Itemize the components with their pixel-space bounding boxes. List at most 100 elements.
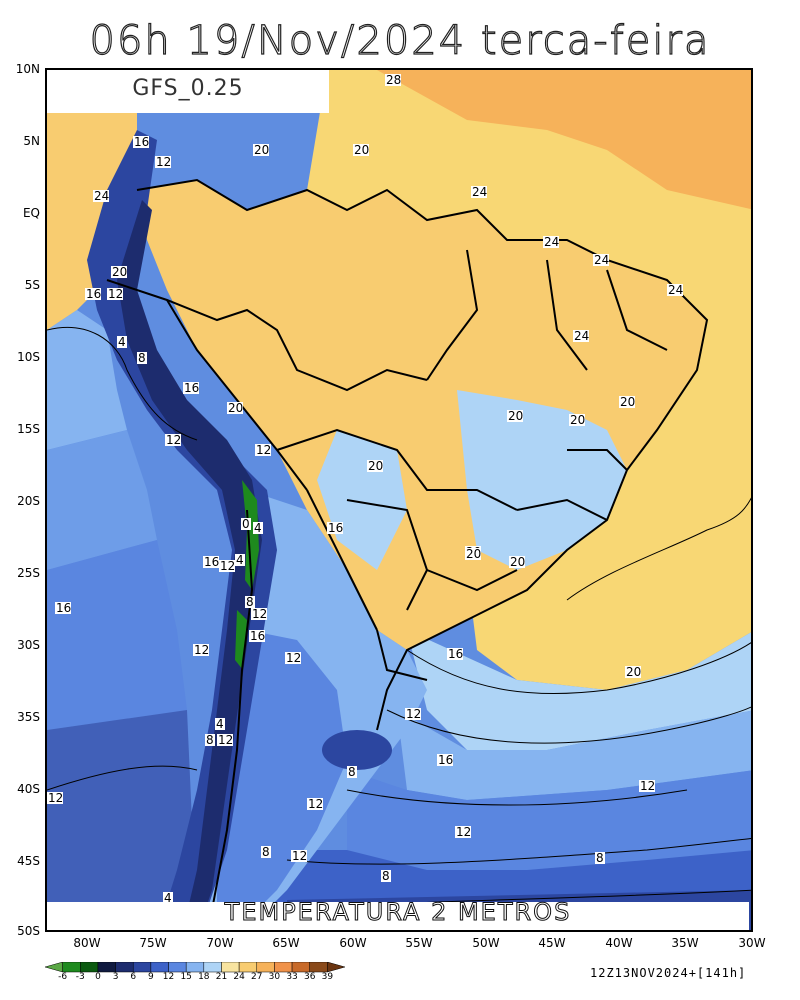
contour-label: 8 <box>348 765 356 779</box>
contour-label: 4 <box>216 717 224 731</box>
contour-label: 20 <box>626 665 641 679</box>
contour-label: 12 <box>108 287 123 301</box>
contour-label: 8 <box>138 351 146 365</box>
contour-label: 16 <box>250 629 265 643</box>
lat-tick: 5N <box>23 134 40 148</box>
colorbar-segment <box>115 962 134 973</box>
contour-label: 16 <box>56 601 71 615</box>
contour-labels: 28 16 12 20 20 24 24 24 24 24 20 16 12 4… <box>47 73 683 905</box>
lat-tick: 40S <box>17 782 40 796</box>
contour-label: 4 <box>254 521 262 535</box>
contour-label: 4 <box>118 335 126 349</box>
lon-tick: 70W <box>206 936 234 950</box>
colorbar-segment <box>309 962 328 973</box>
colorbar-tick-label: 30 <box>268 972 281 982</box>
contour-label: 16 <box>134 135 149 149</box>
lat-tick: 50S <box>17 924 40 938</box>
contour-label: 12 <box>218 733 233 747</box>
contour-label: 24 <box>472 185 487 199</box>
contour-label: 12 <box>308 797 323 811</box>
lon-tick: 30W <box>738 936 766 950</box>
lat-tick: 30S <box>17 638 40 652</box>
contour-label: 8 <box>382 869 390 883</box>
colorbar-segment <box>327 962 346 973</box>
colorbar-tick-label: -6 <box>58 972 68 982</box>
contour-label: 0 <box>242 517 250 531</box>
colorbar-tick-label: 6 <box>130 972 137 982</box>
colorbar-segment <box>62 962 81 973</box>
contour-label: 28 <box>386 73 401 87</box>
contour-label: 12 <box>220 559 235 573</box>
contour-label: 16 <box>86 287 101 301</box>
colorbar-tick-label: 18 <box>198 972 210 982</box>
lat-tick: 10S <box>17 350 40 364</box>
contour-label: 12 <box>252 607 267 621</box>
contour-label: 8 <box>596 851 604 865</box>
contour-label: 8 <box>206 733 214 747</box>
contour-label: 12 <box>48 791 63 805</box>
lat-tick: EQ <box>22 206 40 220</box>
contour-label: 24 <box>574 329 589 343</box>
contour-label: 20 <box>570 413 585 427</box>
contour-label: 12 <box>292 849 307 863</box>
contour-label: 12 <box>640 779 655 793</box>
contour-label: 24 <box>594 253 609 267</box>
lon-tick: 75W <box>139 936 167 950</box>
lat-tick: 5S <box>24 278 40 292</box>
lat-tick: 35S <box>17 710 40 724</box>
contour-label: 4 <box>236 553 244 567</box>
colorbar-tick-label: 0 <box>95 972 101 982</box>
colorbar-tick-label: 39 <box>321 972 334 982</box>
colorbar-segment <box>45 962 63 973</box>
contour-label: 20 <box>510 555 525 569</box>
lat-tick: 20S <box>17 494 40 508</box>
lon-tick: 50W <box>472 936 500 950</box>
colorbar <box>45 962 346 973</box>
contour-label: 16 <box>448 647 463 661</box>
colorbar-segment <box>80 962 99 973</box>
lon-tick: 45W <box>538 936 566 950</box>
colorbar-segment <box>291 962 310 973</box>
colorbar-segment <box>238 962 258 973</box>
contour-label: 16 <box>438 753 453 767</box>
contour-label: 20 <box>228 401 243 415</box>
contour-label: 24 <box>668 283 683 297</box>
contour-label: 20 <box>508 409 523 423</box>
contour-label: 20 <box>354 143 369 157</box>
colorbar-tick-label: 33 <box>286 972 298 982</box>
lon-tick: 80W <box>73 936 101 950</box>
colorbar-segment <box>132 962 152 973</box>
colorbar-tick-label: 15 <box>180 972 192 982</box>
contour-label: 4 <box>164 891 172 905</box>
contour-label: 12 <box>406 707 421 721</box>
variable-label-box <box>47 902 749 930</box>
lon-tick: 65W <box>272 936 300 950</box>
map-title: 06h 19/Nov/2024 terca-feira <box>89 17 711 64</box>
contour-label: 12 <box>156 155 171 169</box>
lon-tick: 40W <box>605 936 633 950</box>
temperature-map: 28 16 12 20 20 24 24 24 24 24 20 16 12 4… <box>47 70 751 930</box>
colorbar-tick-label: 21 <box>215 972 228 982</box>
colorbar-tick-label: 36 <box>303 972 316 982</box>
model-name: GFS_0.25 <box>132 76 244 101</box>
lat-tick: 15S <box>17 422 40 436</box>
model-label-box <box>47 70 329 113</box>
contour-label: 20 <box>620 395 635 409</box>
lon-tick: 55W <box>405 936 433 950</box>
contour-label: 12 <box>194 643 209 657</box>
contour-label: 16 <box>204 555 219 569</box>
model-run-info: 12Z13NOV2024+[141h] <box>590 966 747 980</box>
contour-label: 8 <box>246 595 254 609</box>
colorbar-segment <box>274 962 293 973</box>
contour-label: 24 <box>94 189 109 203</box>
lon-tick: 35W <box>671 936 699 950</box>
contour-label: 16 <box>328 521 343 535</box>
colorbar-segment <box>97 962 116 973</box>
lat-tick: 10N <box>15 62 40 76</box>
colorbar-segment <box>203 962 222 973</box>
colorbar-tick-label: 3 <box>112 972 119 982</box>
contour-label: 12 <box>456 825 471 839</box>
colorbar-segment <box>168 962 187 973</box>
colorbar-tick-label: 9 <box>148 972 154 982</box>
lat-tick: 45S <box>17 854 40 868</box>
